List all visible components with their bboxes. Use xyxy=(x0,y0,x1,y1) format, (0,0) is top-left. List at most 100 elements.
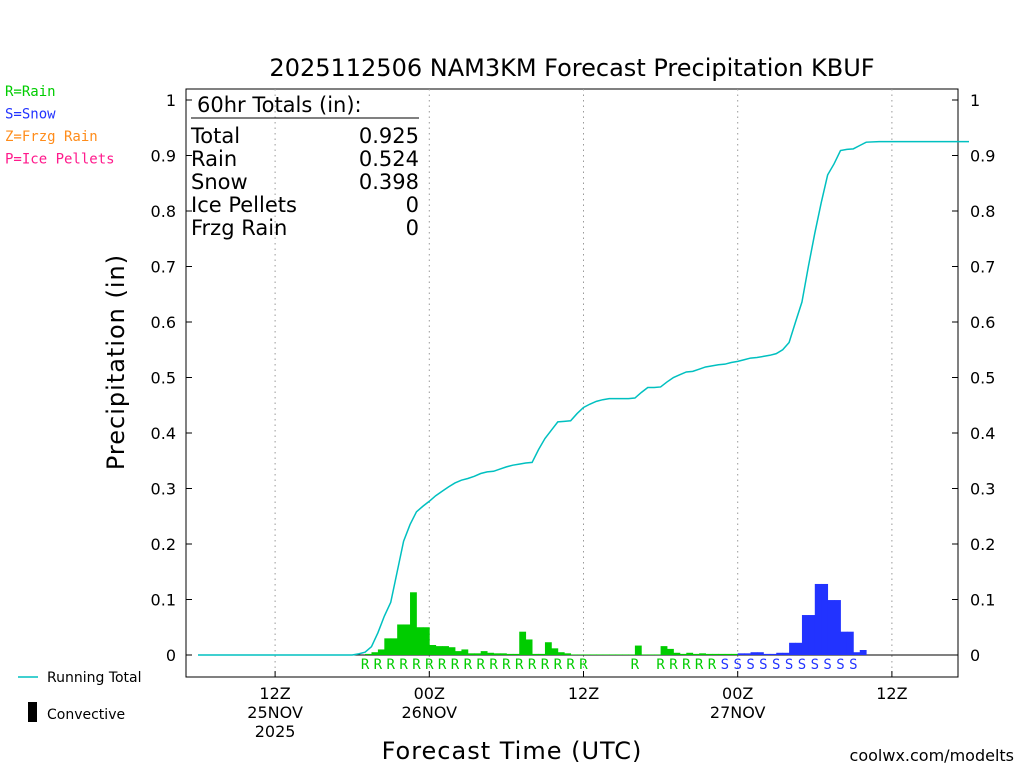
totals-row-label: Rain xyxy=(191,147,237,171)
ptype-letter-rain: R xyxy=(515,657,524,673)
y-axis-ticks: 0 00.1 0.10.2 0.20.3 0.30.4 0.40.5 0.50.6 0.60.… xyxy=(151,91,996,665)
precip-bar-snow xyxy=(808,615,816,655)
precip-bar-rain xyxy=(461,649,469,655)
precip-bar-rain xyxy=(615,654,623,655)
ptype-letter-snow: S xyxy=(721,657,729,673)
precip-bar-rain xyxy=(512,653,520,655)
precip-bar-snow xyxy=(737,653,745,655)
precip-bar-rain xyxy=(442,646,449,655)
precip-bar-rain xyxy=(506,653,514,655)
ptype-letter-rain: R xyxy=(682,657,691,673)
precip-bar-rain xyxy=(583,654,591,655)
precip-bar-rain xyxy=(557,652,565,655)
precip-bar-rain xyxy=(480,651,488,655)
precip-bar-rain xyxy=(538,653,546,655)
ptype-letter-rain: R xyxy=(361,657,370,673)
ptype-letter-snow: S xyxy=(849,657,857,673)
x-axis-title: Forecast Time (UTC) xyxy=(382,737,643,765)
totals-row-label: Snow xyxy=(191,170,248,194)
precip-bar-rain xyxy=(673,652,681,655)
totals-row-value: 0.524 xyxy=(359,147,419,171)
precip-bar-rain xyxy=(422,627,430,655)
ptype-letter-snow: S xyxy=(798,657,806,673)
ptype-letter-snow: S xyxy=(836,657,844,673)
x-tick-label: 25NOV xyxy=(247,703,303,722)
precip-bar-rain xyxy=(718,653,726,655)
ptype-legend-item: S=Snow xyxy=(5,107,56,123)
ptype-letter-snow: S xyxy=(772,657,780,673)
precip-bar-rain xyxy=(435,646,443,655)
precip-bar-rain xyxy=(647,654,655,655)
chart-title: 2025112506 NAM3KM Forecast Precipitation… xyxy=(269,54,874,82)
precip-bar-rain xyxy=(397,624,404,655)
precip-bar-rain xyxy=(667,648,674,655)
precip-bar-rain xyxy=(371,652,379,655)
precip-bar-rain xyxy=(564,653,572,655)
precip-bar-snow xyxy=(750,652,758,655)
precip-bar-snow xyxy=(846,631,854,655)
precip-bar-rain xyxy=(609,654,617,655)
x-tick-label: 12Z xyxy=(568,684,599,703)
precip-bar-rain xyxy=(544,642,552,655)
y-tick-label-right: 0.9 xyxy=(970,147,995,166)
y-tick-label: 0.5 xyxy=(151,369,176,388)
precip-bar-rain xyxy=(493,653,501,655)
precip-bar-rain xyxy=(589,654,597,655)
ptype-letter-rain: R xyxy=(412,657,421,673)
precip-bar-rain xyxy=(403,624,411,655)
legend-running-total: Running Total xyxy=(18,670,142,686)
y-tick-label: 1 xyxy=(166,91,176,110)
precip-bar-rain xyxy=(622,654,629,655)
precip-bar-rain xyxy=(551,648,559,655)
y-tick-label: 0.4 xyxy=(151,424,176,443)
ptype-legend-item: R=Rain xyxy=(5,84,56,100)
x-tick-label: 27NOV xyxy=(710,703,766,722)
precip-bar-rain xyxy=(416,627,424,655)
precip-bar-snow xyxy=(782,652,790,655)
precip-bar-rain xyxy=(519,631,527,655)
precip-bar-snow xyxy=(840,631,848,655)
y-tick-label: 0 xyxy=(166,646,176,665)
precip-bar-rain xyxy=(525,639,533,655)
y-tick-label: 0.7 xyxy=(151,258,176,277)
precip-bar-rain xyxy=(467,653,475,655)
running-total-series xyxy=(198,140,969,656)
x-tick-label: 00Z xyxy=(414,684,445,703)
ptype-letter-rain: R xyxy=(425,657,434,673)
x-tick-label: 26NOV xyxy=(402,703,458,722)
ptype-letter-rain: R xyxy=(631,657,640,673)
precip-bar-rain xyxy=(724,653,732,655)
ptype-letter-rain: R xyxy=(708,657,717,673)
precip-bar-snow xyxy=(756,652,764,655)
ptype-letter-rain: R xyxy=(566,657,575,673)
x-tick-label: 12Z xyxy=(876,684,907,703)
y-tick-label: 0.3 xyxy=(151,480,176,499)
y-tick-label-right: 0.3 xyxy=(970,480,995,499)
ptype-letter-rain: R xyxy=(554,657,563,673)
totals-row-value: 0.398 xyxy=(359,170,419,194)
ptype-letter-snow: S xyxy=(733,657,741,673)
running-total-line xyxy=(198,140,969,656)
plot-frame xyxy=(185,88,959,678)
totals-row-label: Frzg Rain xyxy=(191,216,287,240)
precip-bar-snow xyxy=(795,642,803,655)
y-tick-label: 0.2 xyxy=(151,535,176,554)
precip-bar-snow xyxy=(801,615,809,655)
ptype-letter-rain: R xyxy=(656,657,665,673)
y-axis-title: Precipitation (in) xyxy=(102,254,130,470)
precip-bar-rain xyxy=(410,592,417,655)
y-tick-label-right: 0.6 xyxy=(970,313,995,332)
precip-bar-rain xyxy=(377,649,385,655)
ptype-letter-rain: R xyxy=(695,657,704,673)
y-tick-label-right: 0.4 xyxy=(970,424,995,443)
precip-bar-rain xyxy=(692,653,700,655)
precip-bar-rain xyxy=(448,647,456,655)
ptype-letter-rain: R xyxy=(387,657,396,673)
running-total-label: Running Total xyxy=(47,670,142,686)
precip-bar-rain xyxy=(596,654,604,655)
precip-bar-rain xyxy=(602,654,610,655)
y-tick-label-right: 0 xyxy=(970,646,980,665)
ptype-letter-rain: R xyxy=(528,657,537,673)
